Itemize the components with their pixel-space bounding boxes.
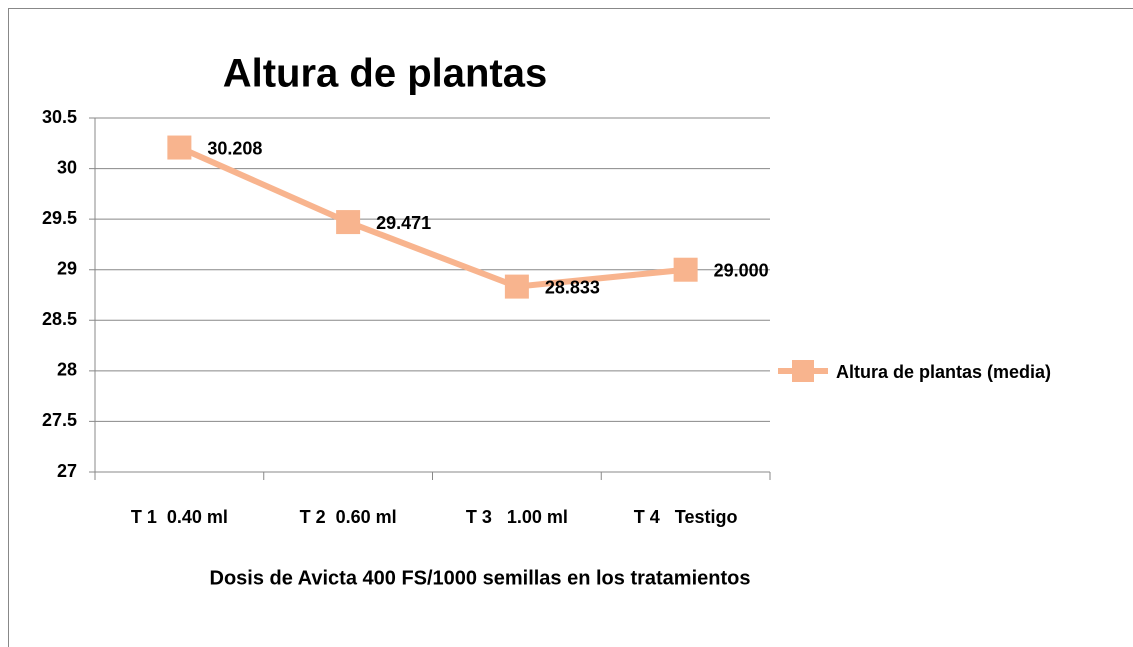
data-label: 29.000 — [714, 260, 769, 280]
x-tick-label: T 2 0.60 ml — [300, 507, 397, 527]
chart-title: Altura de plantas — [223, 52, 548, 96]
y-tick-label: 29 — [57, 258, 77, 278]
legend-label: Altura de plantas (media) — [836, 362, 1051, 382]
data-label: 29.471 — [376, 213, 431, 233]
y-tick-label: 29.5 — [42, 208, 77, 228]
y-tick-label: 30 — [57, 157, 77, 177]
y-tick-label: 28 — [57, 360, 77, 380]
legend-marker — [792, 360, 814, 382]
x-axis-title: Dosis de Avicta 400 FS/1000 semillas en … — [210, 567, 751, 589]
chart-border — [8, 8, 1133, 647]
marker — [504, 274, 529, 299]
marker — [673, 257, 698, 282]
y-tick-label: 30.5 — [42, 107, 77, 127]
marker — [167, 135, 192, 160]
y-tick-label: 27.5 — [42, 410, 77, 430]
line — [178, 144, 686, 290]
y-tick-label: 27 — [57, 461, 77, 481]
y-tick-label: 28.5 — [42, 309, 77, 329]
marker — [336, 210, 361, 235]
x-tick-label: T 1 0.40 ml — [131, 507, 228, 527]
x-tick-label: T 3 1.00 ml — [466, 507, 568, 527]
data-label: 30.208 — [207, 138, 262, 158]
x-tick-label: T 4 Testigo — [634, 507, 738, 527]
data-label: 28.833 — [545, 277, 600, 297]
